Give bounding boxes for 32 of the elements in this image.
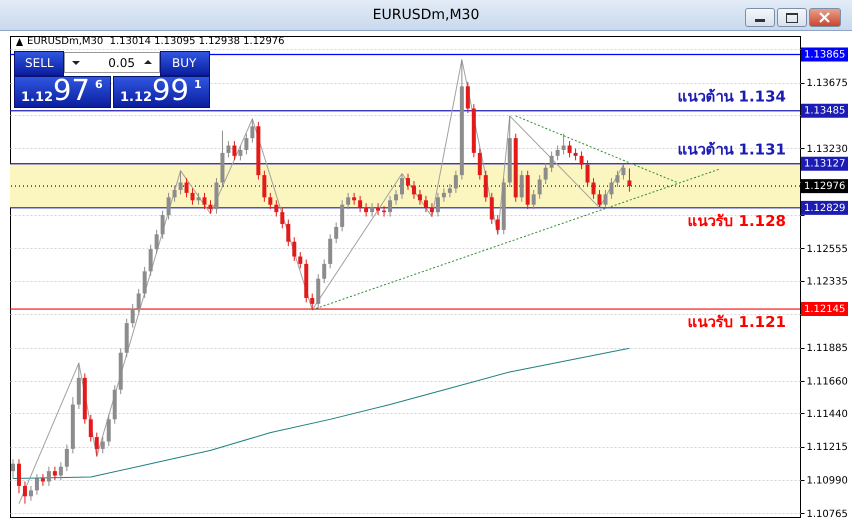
- y-tick-label: 1.11440: [806, 408, 848, 420]
- ref-line-label: 1.13865: [804, 50, 846, 60]
- annotation: 99: [152, 73, 189, 107]
- annotation: 1: [194, 78, 202, 91]
- ref-line-label: 1.12145: [804, 304, 846, 316]
- ref-line-label: 1.12976: [804, 181, 846, 192]
- y-tick-label: 1.12555: [806, 244, 848, 255]
- quantity-field: 0.05: [64, 52, 160, 73]
- annotation: 6: [95, 78, 103, 91]
- annotation: SELL: [25, 56, 54, 70]
- annotation: 1.12: [21, 90, 54, 105]
- annotation: 97: [53, 73, 90, 107]
- y-tick-label: 1.12335: [806, 276, 848, 288]
- y-tick-label: 1.10765: [806, 508, 848, 520]
- annotation: แนวต้าน 1.131: [677, 140, 786, 159]
- ref-line-label: 1.12829: [804, 202, 846, 214]
- annotation: แนวรับ 1.121: [687, 313, 786, 332]
- y-tick-label: 1.11215: [806, 442, 848, 454]
- ref-line-label: 1.13485: [804, 106, 846, 117]
- y-tick-label: 1.11885: [806, 343, 848, 354]
- y-tick-label: 1.11660: [806, 376, 848, 388]
- ref-line-label: 1.13127: [804, 158, 846, 170]
- annotation: BUY: [172, 56, 196, 70]
- chart-title: EURUSDm,M30: [372, 7, 480, 23]
- annotation: แนวต้าน 1.134: [677, 88, 786, 106]
- annotation: 0.05: [108, 56, 135, 70]
- annotation: 1.12: [120, 90, 152, 105]
- annotation: แนวรับ 1.128: [687, 212, 786, 230]
- y-tick-label: 1.13230: [806, 144, 848, 155]
- y-tick-label: 1.13675: [806, 78, 848, 90]
- y-tick-label: 1.10990: [806, 476, 848, 486]
- annotation: EURUSDm,M30 1.13014 1.13095 1.12938 1.12976: [27, 36, 285, 47]
